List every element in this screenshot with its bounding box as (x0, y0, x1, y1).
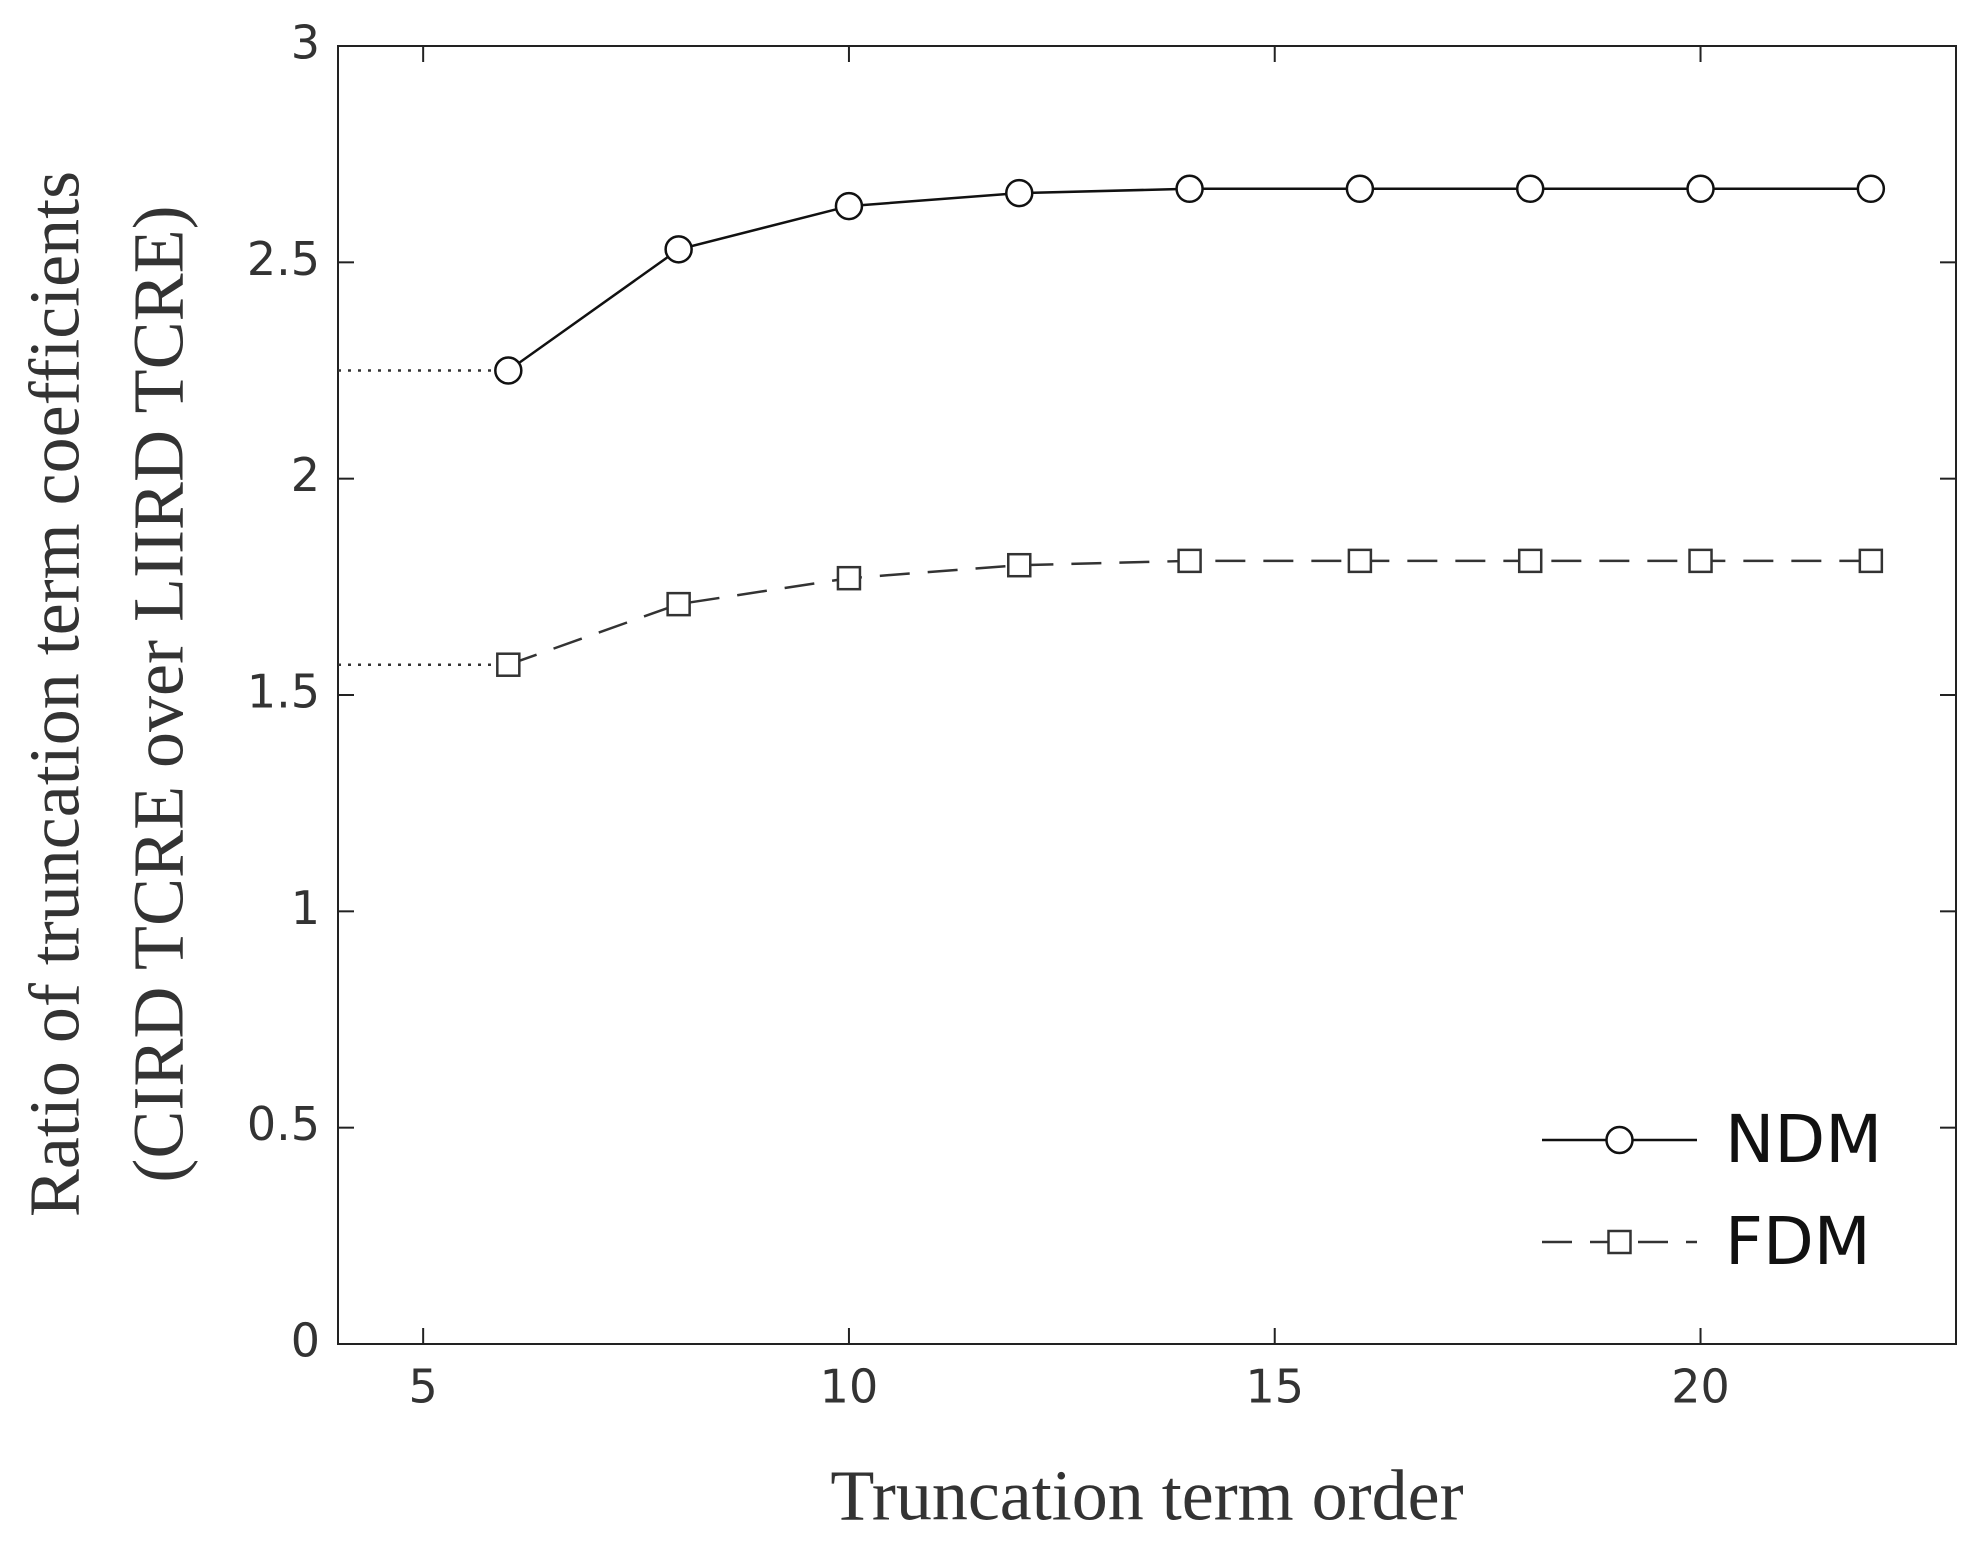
marker (1347, 548, 1373, 574)
y-tick-label: 3 (291, 16, 320, 70)
marker (1177, 548, 1202, 574)
marker (666, 591, 691, 617)
marker (1686, 174, 1715, 204)
marker (1517, 548, 1543, 574)
y-tick-label: 1 (291, 881, 320, 935)
marker (1856, 174, 1886, 204)
marker (834, 191, 864, 221)
marker (836, 565, 862, 591)
plot-frame (337, 45, 1957, 1345)
legend-marker (1605, 1125, 1634, 1155)
y-tick-label: 2 (291, 448, 320, 502)
series-line (507, 559, 1871, 666)
y-axis-label: (CIRD TCRE over LIIRD TCRE) (119, 205, 199, 1182)
marker (1007, 552, 1032, 578)
marker (1175, 174, 1204, 204)
legend-label: FDM (1725, 1203, 1871, 1280)
series-line (507, 187, 1871, 372)
marker (496, 652, 521, 677)
marker (1858, 548, 1884, 574)
x-tick-label: 20 (1671, 1360, 1730, 1414)
y-tick-label: 1.5 (247, 665, 320, 719)
marker (1515, 174, 1545, 204)
x-tick-label: 5 (409, 1360, 438, 1414)
legend-label: NDM (1725, 1101, 1882, 1178)
y-tick-label: 0 (291, 1314, 320, 1368)
x-tick-label: 15 (1245, 1360, 1304, 1414)
y-tick-label: 2.5 (247, 232, 320, 286)
y-axis-label: Ratio of truncation term coefficients (15, 171, 95, 1217)
legend-marker (1607, 1229, 1632, 1255)
marker (494, 356, 523, 385)
x-tick-label: 10 (820, 1360, 879, 1414)
y-tick-label: 0.5 (247, 1097, 320, 1151)
x-axis-label: Truncation term order (830, 1456, 1463, 1536)
marker (1005, 178, 1034, 208)
marker (664, 235, 693, 264)
marker (1345, 174, 1375, 204)
marker (1688, 548, 1713, 574)
